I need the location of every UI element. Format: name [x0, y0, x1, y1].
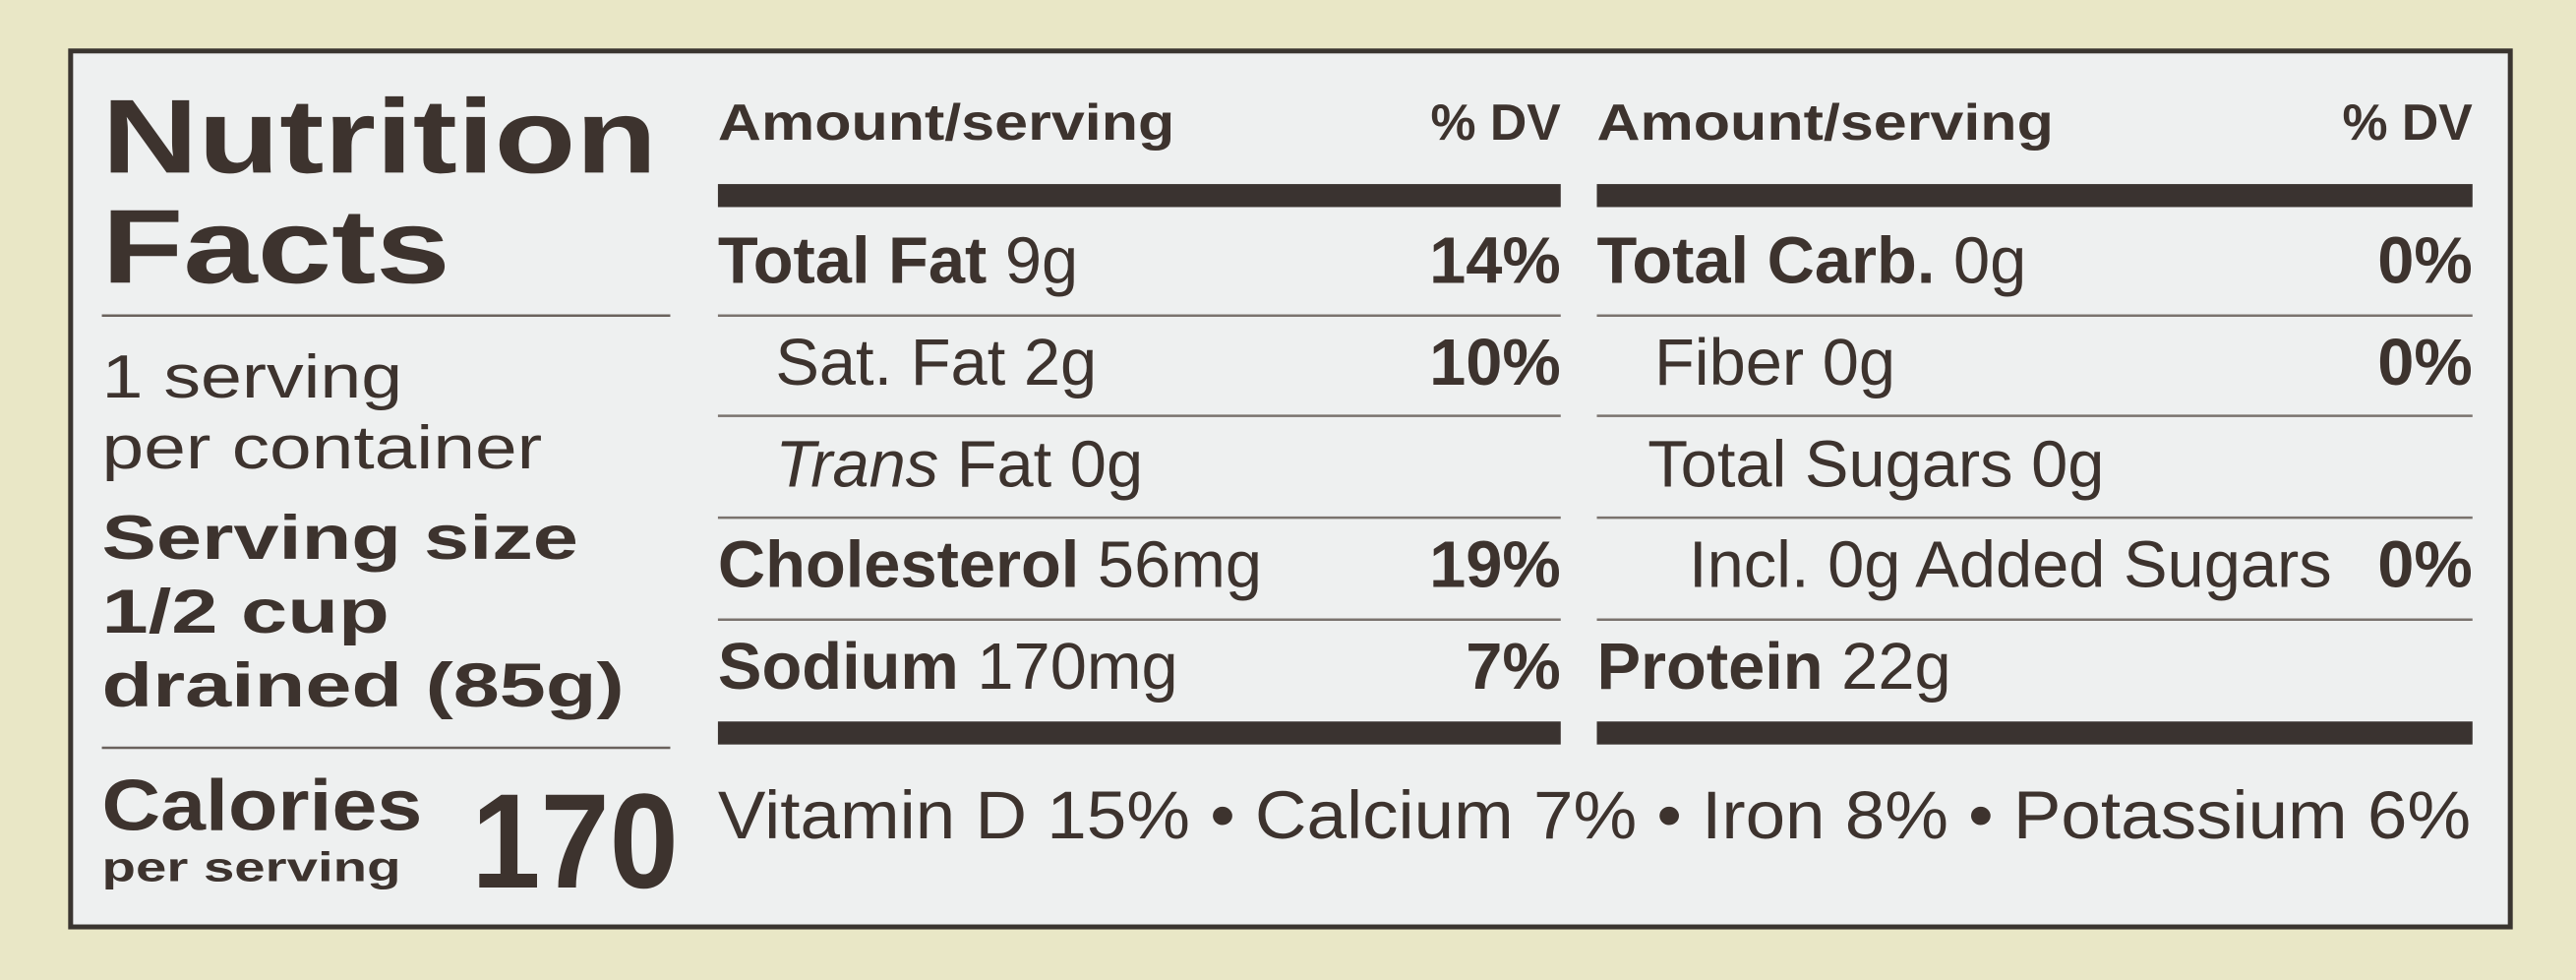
nutrient-name: Cholesterol: [718, 528, 1079, 601]
vitamins: Vitamin D 15% • Calcium 7% • Iron 8% • P…: [718, 777, 2471, 853]
nutrient-name: Fiber: [1654, 327, 1804, 399]
nutrient-dv: 0%: [2377, 528, 2473, 601]
servings: per container: [102, 414, 543, 482]
nutrient-dv: 0%: [2377, 224, 2473, 297]
nutrient-name: Fat: [957, 428, 1052, 501]
thick-bar: [717, 184, 1561, 208]
nutrient-row: Total Sugars 0g: [1647, 428, 2104, 501]
serving-size: 1/2 cup: [102, 578, 389, 646]
nutrient-name: Total Carb.: [1597, 224, 1936, 297]
nutrient-amount: 0g: [1953, 224, 2026, 297]
nutrient-amount: 0g: [2031, 428, 2104, 501]
nutrient-amount: 56mg: [1098, 528, 1262, 601]
nutrient-name: Total Fat: [718, 224, 987, 297]
calories-label: Calories: [102, 764, 423, 845]
title: Facts: [102, 187, 450, 305]
nutrient-dv: 19%: [1429, 528, 1561, 601]
nutrient-amount: 9g: [1005, 224, 1078, 297]
nutrient-row: Cholesterol 56mg: [718, 528, 1262, 601]
nutrient-row: Trans Fat 0g: [775, 428, 1143, 501]
nutrient-name: Sat. Fat: [775, 327, 1005, 399]
nutrient-name: Total Sugars: [1647, 428, 2012, 501]
nutrient-amount: 0g: [1070, 428, 1143, 501]
nutrient-dv: 0%: [2377, 327, 2473, 399]
nutrient-amount: 0g: [1823, 327, 1895, 399]
serving-size: drained (85g): [102, 651, 625, 720]
nutrient-row: Fiber 0g: [1654, 327, 1895, 399]
nutrient-amount: 22g: [1841, 631, 1950, 704]
thick-bar: [717, 721, 1561, 745]
nutrient-dv: 10%: [1429, 327, 1561, 399]
nutrient-name: Incl. 0g Added Sugars: [1689, 528, 2332, 601]
thick-bar: [1596, 184, 2473, 208]
nutrient-name: Sodium: [718, 631, 959, 704]
serving-size: Serving size: [102, 504, 578, 573]
calories-sub: per serving: [102, 843, 401, 889]
nutrient-row: Sat. Fat 2g: [775, 327, 1097, 399]
nutrient-row: Sodium 170mg: [718, 631, 1178, 704]
title: Nutrition: [102, 77, 658, 195]
header-dv: % DV: [2342, 93, 2473, 151]
nutrient-amount: 170mg: [977, 631, 1177, 704]
calories-value: 170: [471, 766, 678, 917]
nutrient-row: Protein 22g: [1597, 631, 1951, 704]
nutrient-row: Total Fat 9g: [718, 224, 1078, 297]
nutrient-dv: 14%: [1429, 224, 1561, 297]
header-dv: % DV: [1430, 93, 1561, 151]
nutrient-row: Total Carb. 0g: [1597, 224, 2027, 297]
nutrient-dv: 7%: [1466, 631, 1561, 704]
nutrient-qualifier: Trans: [775, 428, 938, 501]
nutrient-amount: 2g: [1024, 327, 1097, 399]
nutrient-name: Protein: [1597, 631, 1824, 704]
servings: 1 serving: [102, 343, 403, 411]
nutrient-row: Incl. 0g Added Sugars: [1689, 528, 2332, 601]
thick-bar: [1596, 721, 2473, 745]
header-amount: Amount/serving: [1597, 93, 2054, 151]
header-amount: Amount/serving: [718, 93, 1174, 151]
